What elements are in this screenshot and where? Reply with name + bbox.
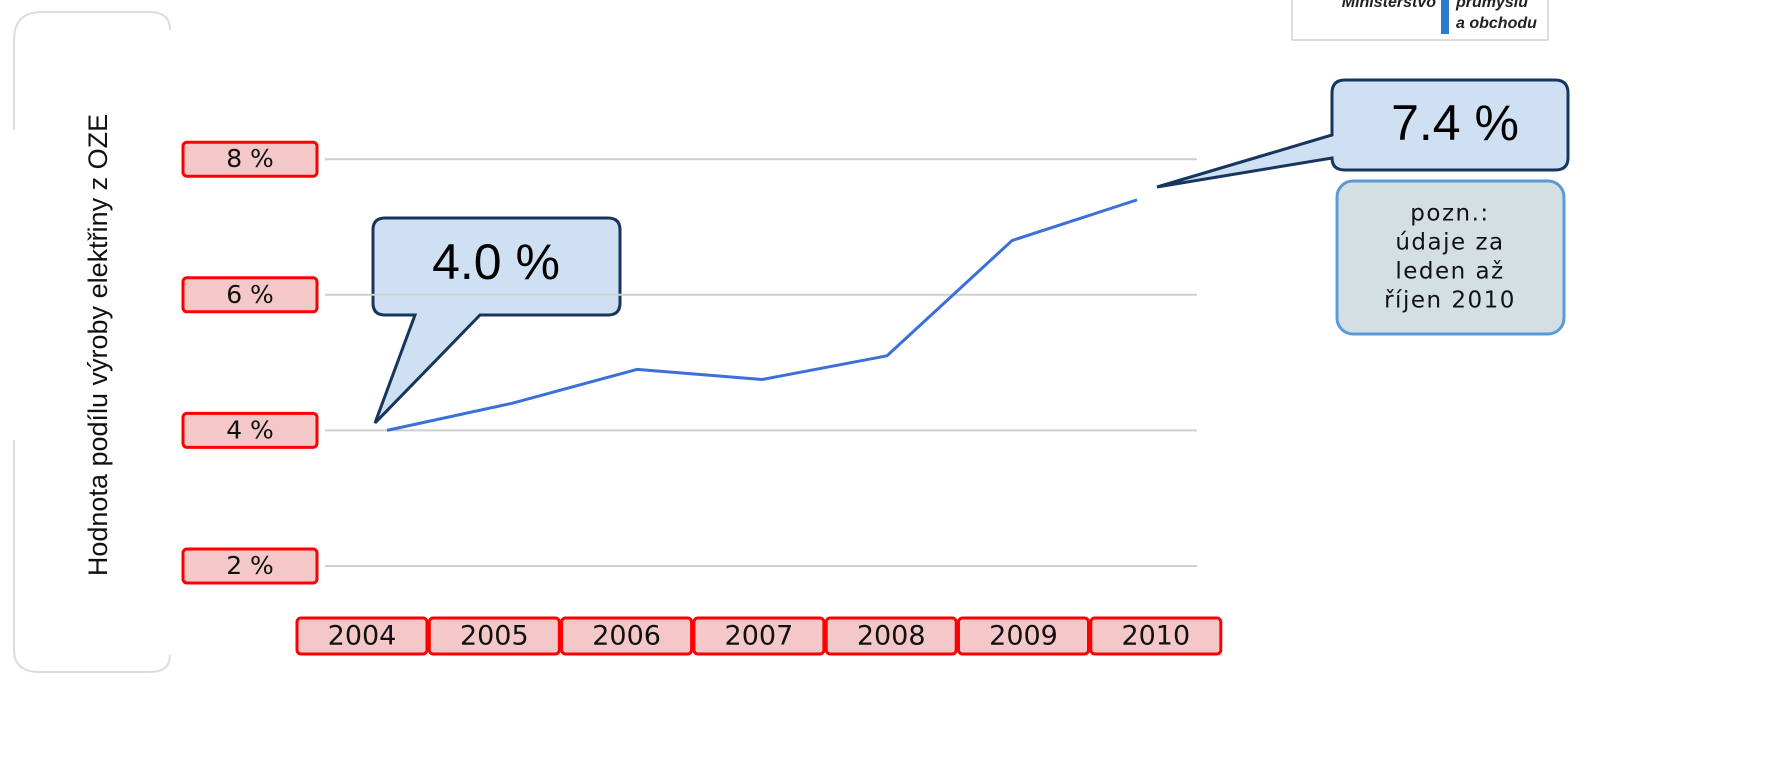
logo-bar <box>1441 0 1449 34</box>
x-tick-label: 2004 <box>328 621 397 652</box>
x-tick-box <box>1089 616 1223 656</box>
x-tick-box <box>692 616 826 656</box>
callout: 4.0 % <box>371 216 622 425</box>
data-line <box>386 198 1138 432</box>
logo: Ministerstvo průmyslu a obchodu <box>1291 0 1549 41</box>
note: pozn.: údaje za leden až říjen 2010 <box>1335 179 1566 336</box>
frame <box>13 440 171 673</box>
y-tick-label: 8 % <box>226 144 274 173</box>
y-tick-label: 4 % <box>226 415 274 444</box>
note-text: údaje za <box>1395 230 1504 256</box>
x-tick-label: 2009 <box>989 621 1058 652</box>
x-tick-label: 2006 <box>592 621 661 652</box>
frame <box>13 11 171 130</box>
logo-box <box>1291 0 1549 41</box>
x-tick-label: 2005 <box>460 621 529 652</box>
y-tick-box <box>181 411 319 449</box>
y-tick-box <box>181 140 319 178</box>
callout-shape <box>1156 78 1570 189</box>
y-tick-label: 2 % <box>226 551 274 580</box>
annotation: 7.4 % <box>1391 95 1519 151</box>
note-box <box>1335 179 1566 336</box>
annotation: 4.0 % <box>432 234 560 290</box>
callout-shape <box>371 216 622 425</box>
x-tick-label: 2008 <box>857 621 926 652</box>
y-axis-label: Hodnota podílu výroby elektřiny z OZE <box>83 114 113 576</box>
note-text: říjen 2010 <box>1384 288 1516 314</box>
x-tick-box <box>427 616 561 656</box>
note-text: leden až <box>1395 259 1504 285</box>
y-tick-box <box>181 276 319 314</box>
logo-text: a obchodu <box>1456 15 1537 32</box>
logo-text: Ministerstvo <box>1342 0 1436 11</box>
y-tick-label: 6 % <box>226 280 274 309</box>
x-tick-label: 2010 <box>1121 621 1190 652</box>
x-tick-box <box>295 616 429 656</box>
x-tick-box <box>560 616 694 656</box>
callout: 7.4 % <box>1156 78 1570 189</box>
logo-text: průmyslu <box>1455 0 1528 11</box>
x-tick-box <box>824 616 958 656</box>
x-tick-box <box>957 616 1090 656</box>
x-tick-label: 2007 <box>725 621 794 652</box>
y-tick-box <box>181 547 319 585</box>
note-text: pozn.: <box>1410 201 1489 227</box>
